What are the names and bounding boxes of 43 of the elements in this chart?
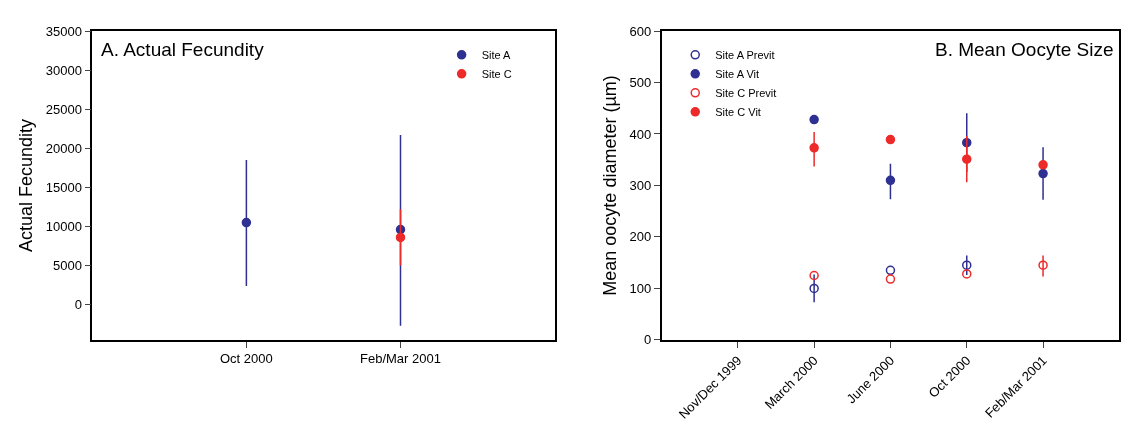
point xyxy=(1038,160,1048,170)
y-tick-label: 200 xyxy=(629,229,652,245)
y-tick-label: 0 xyxy=(643,332,652,348)
y-tick-label: 15000 xyxy=(45,179,82,195)
point xyxy=(885,274,896,284)
legend-label: Site A xyxy=(481,49,512,62)
legend-label: Site C Previt xyxy=(715,87,777,100)
point xyxy=(241,217,252,228)
y-axis-title: Mean oocyte diameter (µm) xyxy=(600,75,621,296)
y-tick-label: 10000 xyxy=(45,219,82,235)
point xyxy=(395,232,406,243)
chart-title: A. Actual Fecundity xyxy=(101,39,265,60)
y-tick-label: 35000 xyxy=(45,23,82,39)
x-tick-label: Oct 2000 xyxy=(220,351,273,367)
y-tick-label: 25000 xyxy=(45,101,82,117)
y-tick-label: 600 xyxy=(629,23,652,39)
y-tick-label: 300 xyxy=(629,177,652,193)
point xyxy=(962,154,972,164)
point xyxy=(962,260,972,270)
point xyxy=(809,143,819,153)
point xyxy=(885,175,896,186)
point xyxy=(885,265,896,276)
point xyxy=(962,269,972,279)
point xyxy=(809,114,819,125)
point xyxy=(1038,168,1048,179)
legend-label: Site C Vit xyxy=(715,106,761,119)
point xyxy=(809,283,819,294)
y-axis-title: Actual Fecundity xyxy=(16,118,37,252)
y-tick-label: 400 xyxy=(629,126,652,142)
point xyxy=(1038,260,1048,270)
point xyxy=(809,270,819,281)
point xyxy=(885,134,896,145)
chart-title: B. Mean Oocyte Size xyxy=(935,39,1114,60)
x-tick-label: Feb/Mar 2001 xyxy=(360,351,441,367)
y-tick-label: 0 xyxy=(74,297,82,313)
y-tick-label: 100 xyxy=(629,280,652,296)
y-tick-label: 20000 xyxy=(45,140,82,156)
legend-label: Site A Previt xyxy=(715,49,775,62)
y-tick-label: 30000 xyxy=(45,62,82,78)
y-tick-label: 500 xyxy=(629,75,652,91)
y-tick-label: 5000 xyxy=(52,258,82,274)
legend-label: Site A Vit xyxy=(715,68,760,81)
legend-label: Site C xyxy=(481,68,512,81)
